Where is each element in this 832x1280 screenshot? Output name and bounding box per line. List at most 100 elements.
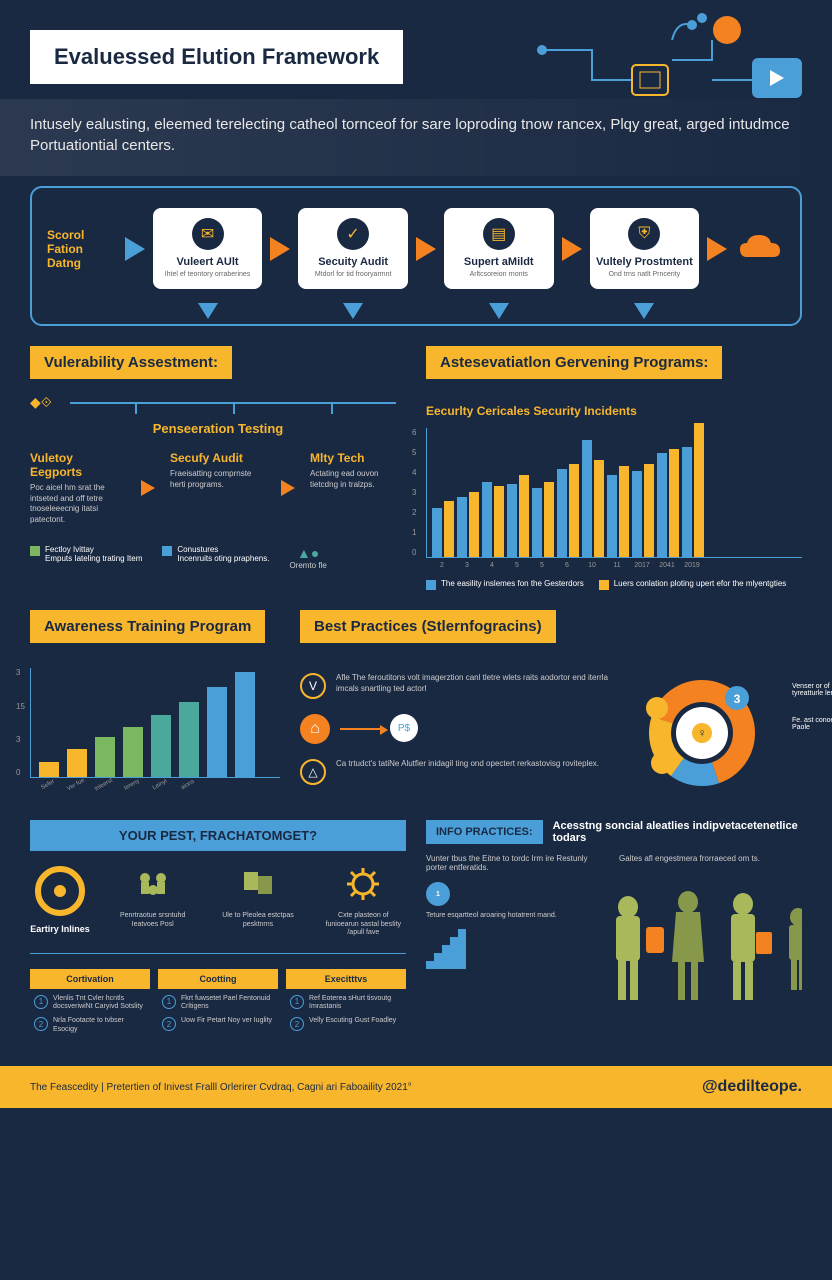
ring-icon bbox=[35, 866, 85, 916]
flow-card: ✉ Vuleert AUlt Ihtel ef teontory orraber… bbox=[153, 208, 263, 289]
sub-column: Vuletoy Eegports Poc aicel hm srat the i… bbox=[30, 451, 126, 525]
vulnerability-section: Vulerability Assestment: ◆⟐ Penseeration… bbox=[30, 346, 406, 590]
bp-item: △ Ca trtudct's tatiNe Alutfier inidagil … bbox=[300, 759, 627, 785]
section-header: YOUR PEST, FRACHATOMGET? bbox=[30, 820, 406, 851]
bp-item: ⌂ P$ bbox=[300, 714, 627, 744]
flow-card-desc: Ond trns natlt Prncerity bbox=[596, 271, 694, 279]
chart-legend: The easility inslemes fon the Gesterdors… bbox=[426, 579, 802, 590]
x-axis-labels: 2345561011201720412019 bbox=[426, 562, 802, 569]
bp-desc: Afle The feroutitons volt imagerztion ca… bbox=[336, 673, 627, 694]
sub-col-title: Mlty Tech bbox=[310, 451, 406, 465]
chart-icon: ▤ bbox=[483, 218, 515, 250]
info-left-text: Vunter tbus the Eitne to tordc Irm ire R… bbox=[426, 854, 609, 872]
triangle-icon: ▲● bbox=[289, 545, 326, 561]
flow-card-title: Secuity Audit bbox=[304, 256, 402, 268]
flow-card: ⛨ Vultely Prostmtent Ond trns natlt Prnc… bbox=[590, 208, 700, 289]
circuit-decoration bbox=[532, 10, 812, 130]
legend-text: Conustures bbox=[177, 545, 269, 554]
oremto-label: Oremto fle bbox=[289, 561, 326, 570]
section-header: Best Practices (Stlernfogracins) bbox=[300, 610, 556, 643]
stairs-icon bbox=[426, 929, 476, 969]
sub-col-desc: Actating ead ouvon tietcdng in tralzps. bbox=[310, 469, 406, 490]
sub-col-title: Secufy Audit bbox=[170, 451, 266, 465]
info-practices-section: INFO PRACTICES: Acesstng soncial aleatli… bbox=[426, 820, 802, 1046]
legend-text: The easility inslemes fon the Gesterdors bbox=[441, 579, 584, 588]
legend-swatch bbox=[162, 546, 172, 556]
awareness-section: Awareness Training Program 31530 SeferVe… bbox=[30, 610, 280, 800]
y-axis-labels: 31530 bbox=[16, 668, 25, 777]
svg-text:3: 3 bbox=[734, 692, 741, 706]
arrow-down-icon bbox=[343, 303, 363, 319]
arrow-icon bbox=[125, 237, 145, 261]
flow-diagram: Scorol Fation Datng ✉ Vuleert AUlt Ihtel… bbox=[30, 186, 802, 326]
three-tabs: Cortivation1Vlenlis Tnt Cvler hcntls doc… bbox=[30, 969, 406, 1047]
flow-card-desc: Ihtel ef teontory orraberines bbox=[159, 271, 257, 279]
pest-section: YOUR PEST, FRACHATOMGET? Eartiry Inlines… bbox=[30, 820, 406, 1046]
bar-chart: 6543210 bbox=[426, 428, 802, 558]
donut-label: Fe. ast conoerning Paole bbox=[792, 717, 832, 731]
header-section: Evaluessed Elution Framework bbox=[0, 0, 832, 99]
awareness-bar-chart: 31530 bbox=[30, 668, 280, 778]
badge-text: Teture esqartteol aroaring hotatrent man… bbox=[426, 912, 583, 919]
footer-brand: @dedilteope. bbox=[702, 1078, 802, 1096]
flow-start-label: Scorol Fation Datng bbox=[47, 228, 117, 270]
sub-col-title: Vuletoy Eegports bbox=[30, 451, 126, 479]
sub-column: Mlty Tech Actating ead ouvon tietcdng in… bbox=[310, 451, 406, 525]
icon-desc: Cxte plasteon of funioearun sastal besIi… bbox=[321, 912, 406, 937]
legend-text: Luers conlation ploting upert efor the m… bbox=[614, 579, 787, 588]
arrow-icon bbox=[281, 480, 295, 496]
flow-card-title: Vuleert AUlt bbox=[159, 256, 257, 268]
section-header: Awareness Training Program bbox=[30, 610, 265, 643]
info-title: Acesstng soncial aleatlies indipvetacete… bbox=[553, 820, 802, 844]
warning-icon: △ bbox=[300, 759, 326, 785]
arrow-down-icon bbox=[198, 303, 218, 319]
arrow-down-icon bbox=[634, 303, 654, 319]
icon-desc: Ule to Pleolea estctpas pesktnrns bbox=[215, 912, 300, 929]
arrow-icon bbox=[562, 237, 582, 261]
best-practices-section: Best Practices (Stlernfogracins) V Afle … bbox=[300, 610, 802, 800]
sub-col-desc: Poc aicel hm srat the intseted and off t… bbox=[30, 483, 126, 525]
arrow-icon bbox=[141, 480, 155, 496]
sun-gear-icon bbox=[343, 866, 383, 902]
mail-icon: ✉ bbox=[192, 218, 224, 250]
flow-card-title: Vultely Prostmtent bbox=[596, 256, 694, 268]
legend-text: Fectloy Ivittay bbox=[45, 545, 142, 554]
docs-icon bbox=[238, 866, 278, 902]
ring-label: Eartiry Inlines bbox=[30, 924, 90, 934]
cloud-icon bbox=[735, 229, 785, 269]
arrow-icon bbox=[416, 237, 436, 261]
arrow-icon bbox=[270, 237, 290, 261]
icon-desc: Penrtraotue srsntuhd Ieatvoes Posl bbox=[110, 912, 195, 929]
section-header: Astesevatiatlon Gervening Programs: bbox=[426, 346, 722, 379]
flow-card-desc: Arltcsoreion rnonts bbox=[450, 271, 548, 279]
donut-chart: ♀ 3 Venser or of tyreatturle lersk Fe. a… bbox=[642, 673, 802, 800]
ps-icon: P$ bbox=[390, 714, 418, 742]
flow-card: ▤ Supert aMildt Arltcsoreion rnonts bbox=[444, 208, 554, 289]
flow-card: ✓ Secuity Audit Mtdorl for tid frooryarm… bbox=[298, 208, 408, 289]
legend-swatch bbox=[426, 580, 436, 590]
legend-swatch bbox=[599, 580, 609, 590]
donut-label-text: Fe. ast conoerning Paole bbox=[792, 717, 832, 731]
donut-label-text: Venser or of tyreatturle lersk bbox=[792, 683, 832, 697]
flow-card-title: Supert aMildt bbox=[450, 256, 548, 268]
x-axis-labels: SeferVer fuelnleerstlerenyLeinylaions bbox=[30, 782, 280, 788]
legend-swatch bbox=[30, 546, 40, 556]
bp-desc: Ca trtudct's tatiNe Alutfier inidagil ti… bbox=[336, 759, 599, 769]
number-badge: 1 bbox=[426, 882, 450, 906]
people-cluster-icon bbox=[133, 866, 173, 902]
y-axis-labels: 6543210 bbox=[412, 428, 416, 557]
donut-label: Venser or of tyreatturle lersk bbox=[792, 683, 832, 697]
flow-card-desc: Mtdorl for tid frooryarmnt bbox=[304, 271, 402, 279]
v-icon: V bbox=[300, 673, 326, 699]
footer-text: The Feascedity | Pretertien of Inivest F… bbox=[30, 1082, 412, 1093]
bp-item: V Afle The feroutitons volt imagerztion … bbox=[300, 673, 627, 699]
page-title: Evaluessed Elution Framework bbox=[30, 30, 403, 84]
info-tag: INFO PRACTICES: bbox=[426, 820, 543, 844]
arrow-icon bbox=[707, 237, 727, 261]
section-header: Vulerability Assestment: bbox=[30, 346, 232, 379]
chart-title: Eecurlty Cericales Security Incidents bbox=[426, 404, 802, 418]
pentest-label: Penseeration Testing bbox=[30, 421, 406, 436]
shield-icon: ⛨ bbox=[628, 218, 660, 250]
shield-badge-icon: ◆⟐ bbox=[30, 394, 52, 411]
sub-col-desc: Fraeisatting comprnste herti programs. bbox=[170, 469, 266, 490]
